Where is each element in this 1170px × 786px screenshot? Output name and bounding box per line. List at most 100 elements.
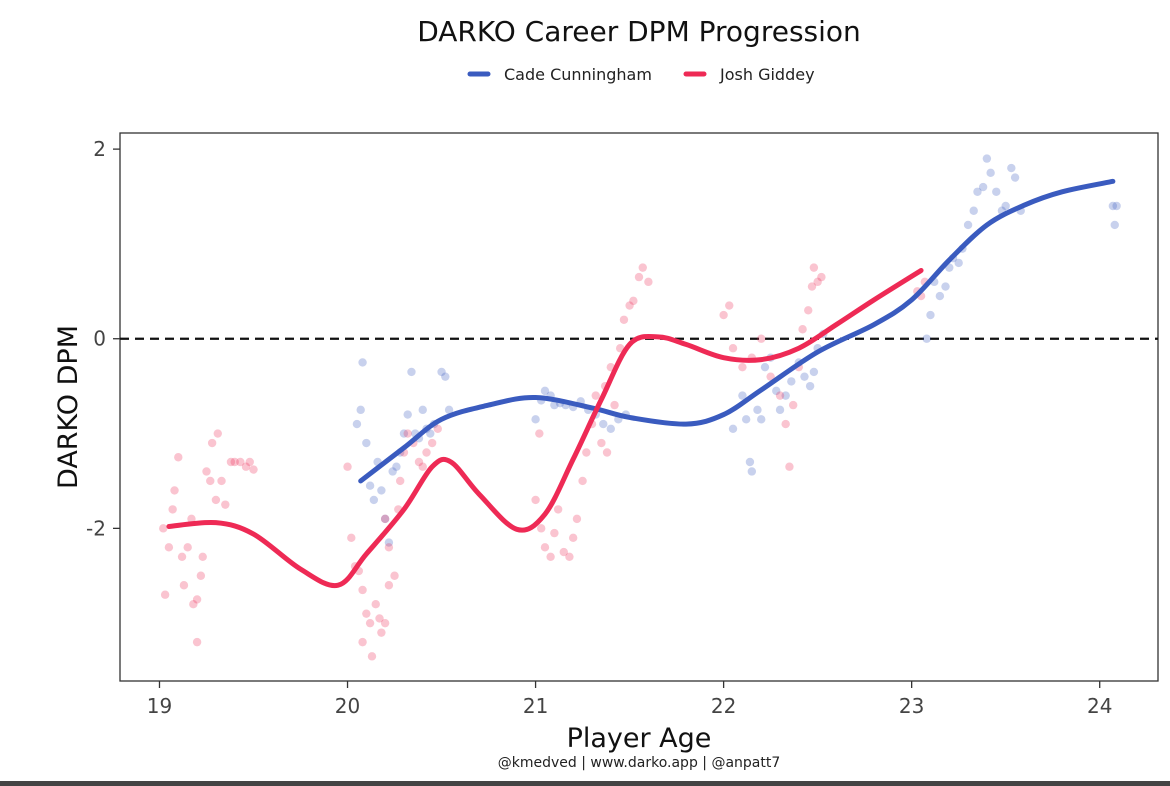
data-point-josh	[629, 296, 638, 306]
data-point-cade	[757, 415, 766, 424]
data-point-josh	[546, 552, 555, 561]
data-point-josh	[728, 344, 738, 353]
data-point-josh	[427, 438, 437, 448]
data-point-josh	[245, 457, 254, 467]
data-point-cade	[747, 467, 757, 476]
data-point-josh	[785, 462, 794, 471]
data-point-josh	[192, 595, 202, 604]
data-point-cade	[809, 367, 819, 377]
data-point-cade	[441, 372, 450, 381]
data-point-cade	[1010, 173, 1020, 182]
data-point-josh	[384, 581, 394, 590]
data-point-cade	[1007, 163, 1016, 173]
data-point-cade	[741, 415, 751, 424]
data-point-cade	[973, 187, 982, 196]
data-point-josh	[414, 457, 424, 467]
data-point-josh	[213, 429, 222, 438]
smooth-lines	[166, 178, 1116, 589]
data-point-josh	[343, 462, 352, 471]
data-point-cade	[377, 486, 386, 495]
data-point-josh	[187, 514, 196, 524]
data-point-josh	[804, 306, 813, 315]
data-point-josh	[572, 514, 582, 524]
data-point-cade	[728, 424, 738, 434]
legend-item-cade[interactable]: Cade Cunningham	[467, 65, 652, 84]
data-point-josh	[365, 618, 375, 628]
data-point-josh	[625, 301, 634, 310]
chart-title: DARKO Career DPM Progression	[417, 15, 861, 48]
data-point-cade	[963, 220, 973, 230]
data-point-cade	[800, 372, 809, 381]
data-point-josh	[183, 543, 192, 552]
data-point-cade	[986, 168, 995, 178]
data-point-cade	[418, 405, 427, 415]
data-point-cade	[926, 310, 935, 320]
data-point-josh	[719, 310, 728, 320]
x-axis-label: Player Age	[567, 723, 712, 754]
data-point-cade	[531, 415, 540, 424]
data-point-cade	[787, 377, 796, 386]
data-point-josh	[582, 448, 591, 457]
data-point-josh	[202, 467, 211, 476]
x-tick-label: 24	[1087, 694, 1112, 718]
data-point-cade	[606, 424, 615, 434]
data-point-josh	[813, 277, 822, 287]
x-tick-label: 20	[335, 694, 360, 718]
data-point-josh	[390, 571, 399, 580]
data-point-josh	[807, 282, 817, 291]
data-point-cade	[352, 419, 362, 429]
data-point-cade	[599, 419, 608, 429]
data-point-josh	[395, 476, 405, 486]
data-point-cade	[753, 405, 762, 415]
data-point-josh	[207, 438, 217, 448]
data-point-josh	[535, 429, 544, 438]
data-point-josh	[371, 600, 380, 609]
data-point-cade	[403, 410, 412, 419]
data-point-josh	[377, 628, 386, 637]
data-point-josh	[798, 325, 807, 334]
data-point-cade	[540, 386, 550, 396]
data-point-josh	[781, 419, 790, 429]
data-point-josh	[615, 344, 625, 353]
bottom-border	[0, 781, 1170, 786]
data-point-josh	[168, 505, 177, 514]
data-point-cade	[369, 495, 379, 505]
data-point-cade	[426, 429, 435, 438]
data-point-josh	[619, 315, 629, 324]
data-point-josh	[217, 476, 226, 486]
data-point-josh	[638, 263, 647, 272]
legend-label-cade: Cade Cunningham	[504, 65, 652, 84]
data-point-josh	[367, 652, 377, 661]
data-point-cade	[1112, 201, 1121, 211]
x-tick-label: 21	[523, 694, 548, 718]
data-point-josh	[347, 533, 356, 543]
data-point-cade	[365, 481, 375, 490]
data-point-cade	[437, 367, 446, 377]
data-point-cade	[982, 154, 992, 163]
data-point-josh	[174, 453, 183, 462]
data-point-cade	[760, 362, 770, 372]
data-point-josh	[362, 609, 371, 618]
data-point-cade	[384, 538, 394, 547]
data-point-josh	[550, 528, 559, 538]
data-point-josh	[433, 424, 442, 434]
data-point-cade	[356, 405, 365, 415]
data-point-josh	[738, 362, 747, 372]
x-tick-label: 19	[147, 694, 172, 718]
data-point-josh	[403, 429, 412, 438]
x-tick-label: 23	[899, 694, 924, 718]
x-tick-label: 22	[711, 694, 736, 718]
data-point-josh	[179, 581, 189, 590]
data-point-josh	[553, 505, 563, 514]
data-point-josh	[170, 486, 179, 495]
data-point-josh	[198, 552, 207, 561]
data-point-josh	[418, 462, 427, 471]
data-point-josh	[160, 590, 170, 599]
data-point-josh	[725, 301, 734, 310]
y-tick-label: 2	[93, 137, 106, 161]
data-point-cade	[1001, 201, 1010, 211]
legend-item-josh[interactable]: Josh Giddey	[683, 65, 815, 84]
data-point-josh	[384, 543, 394, 552]
legend: Cade Cunningham Josh Giddey	[467, 65, 815, 84]
